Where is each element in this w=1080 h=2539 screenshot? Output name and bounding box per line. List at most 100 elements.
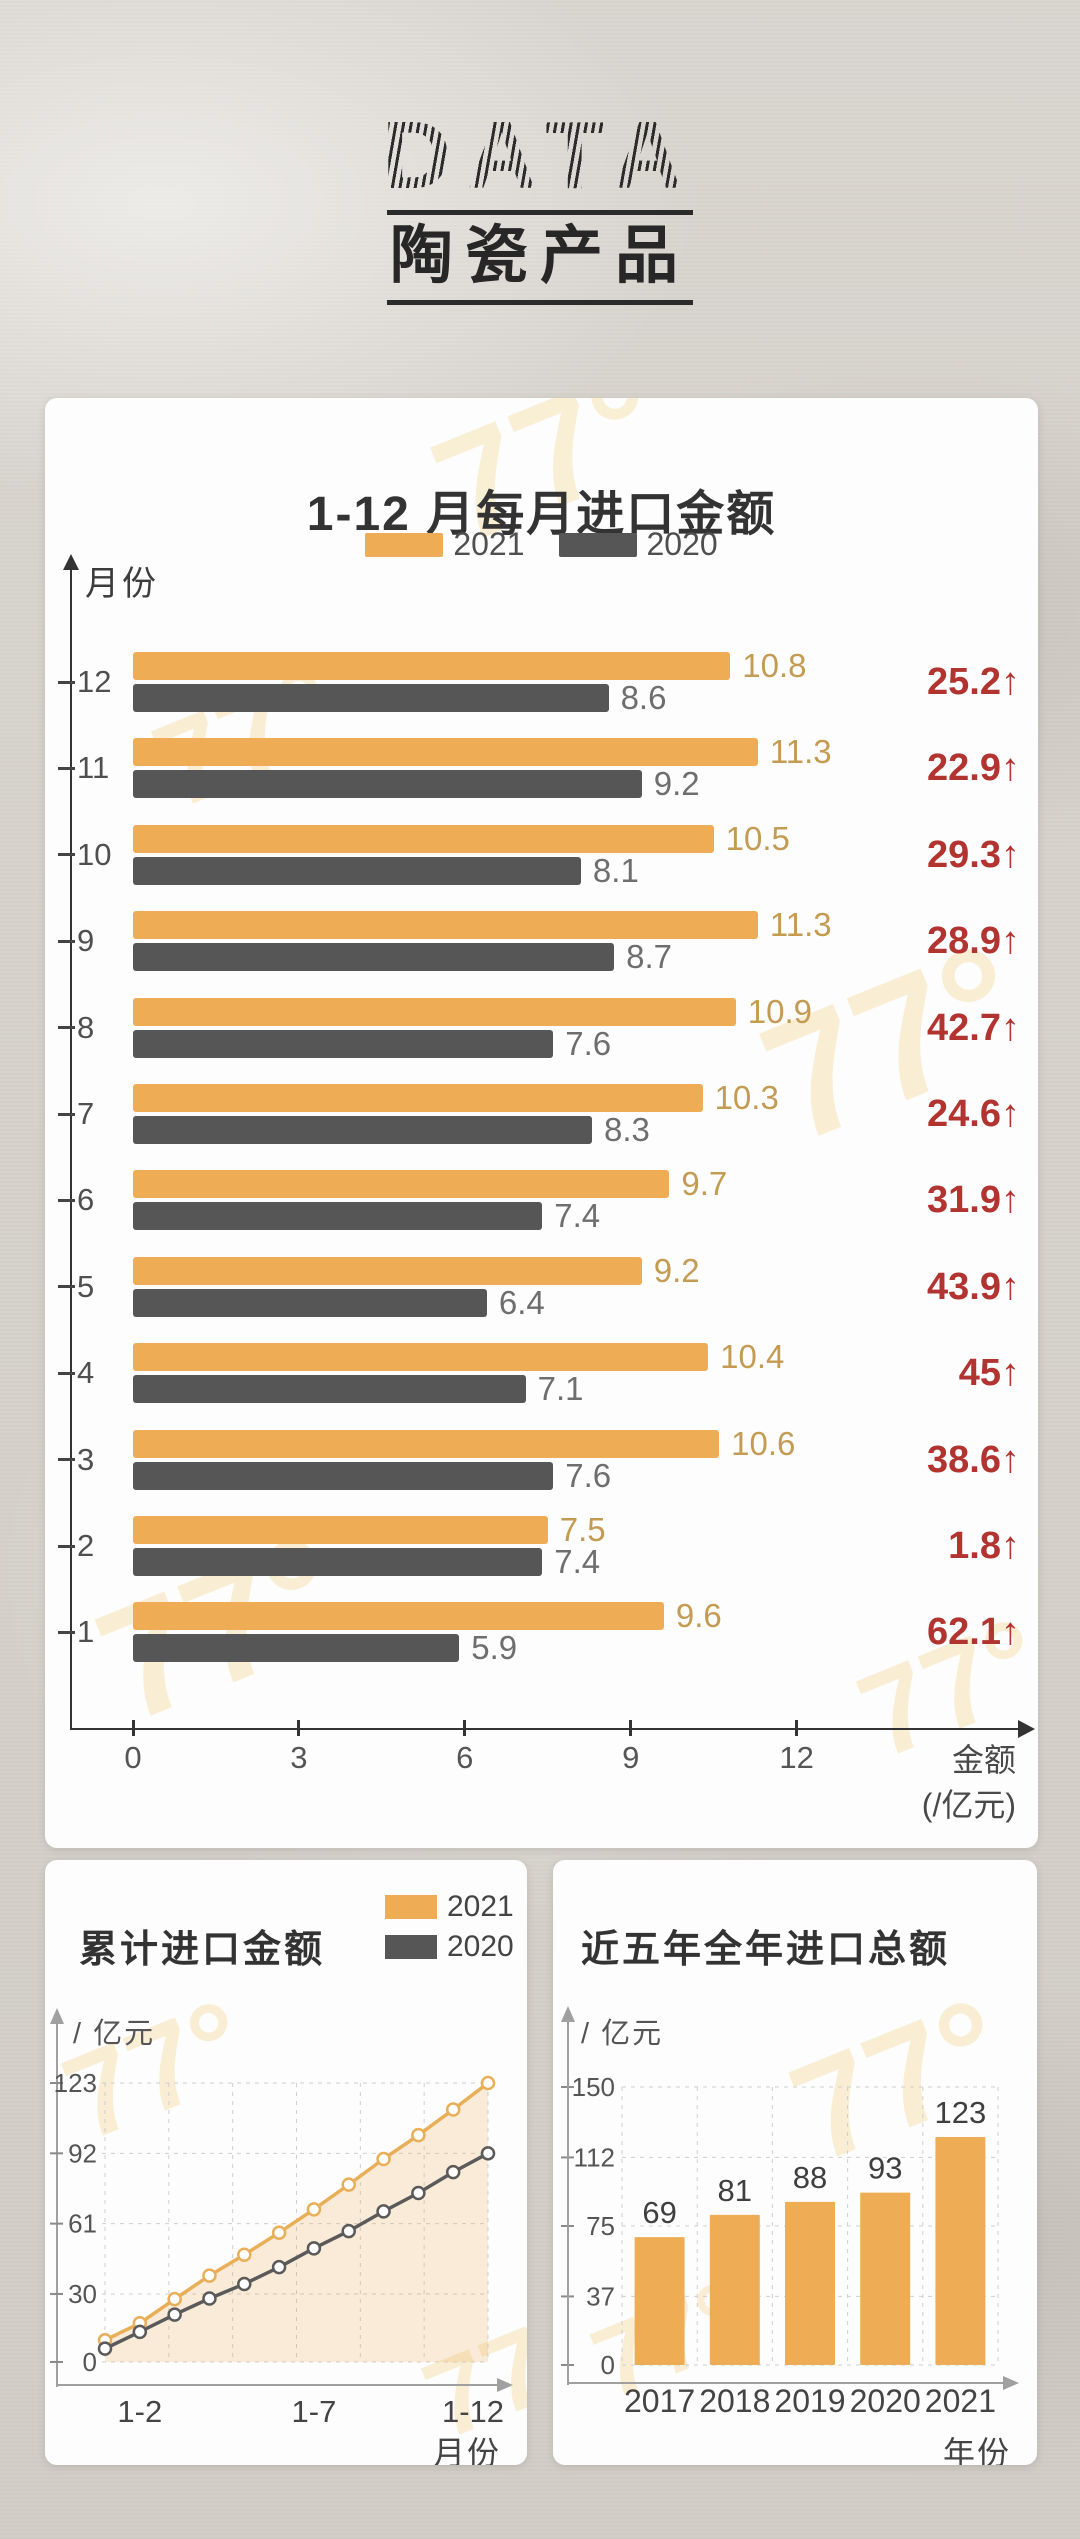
month-tick — [58, 680, 75, 684]
bar-2020-month-8 — [133, 1029, 554, 1058]
marker-2021 — [306, 2202, 322, 2217]
bar-2020-month-4 — [133, 1375, 526, 1404]
bar-value-2021: 9.2 — [653, 1251, 700, 1289]
monthly-chart-title: 1-12 月每月进口金额 — [306, 488, 777, 542]
y-tick-label: 0 — [601, 2350, 615, 2380]
bar-value-2021: 9.7 — [681, 1165, 728, 1203]
growth-badge: 24.6↑ — [927, 1093, 1020, 1135]
x-axis-tick-label: 12 — [779, 1740, 814, 1775]
growth-badge: 31.9↑ — [927, 1179, 1020, 1222]
legend-label-2020: 2020 — [646, 526, 718, 562]
bar-2020-month-12 — [133, 684, 609, 712]
month-axis-label: 2 — [77, 1528, 95, 1563]
bar-value-2021: 10.8 — [742, 647, 807, 684]
header: DATA 陶瓷产品 — [0, 108, 1080, 315]
x-tick-label: 2017 — [624, 2383, 695, 2419]
y-tick-label: 37 — [586, 2281, 615, 2311]
x-axis-unit-line1: 金额 — [951, 1742, 1016, 1778]
bar-value-2020: 9.2 — [653, 765, 700, 803]
bar-value-2021: 10.3 — [714, 1079, 779, 1116]
monthly-bars-plot: 12 10.8 8.6 25.2↑ 11 11.3 9.2 22.9↑ 10 10.5 8.1 29.… — [45, 398, 1038, 1848]
divider-bottom — [387, 300, 693, 305]
yearly-import-chart-card: 77°77° 037751121506920178120188820199320… — [553, 1860, 1037, 2465]
marker-2021 — [411, 2127, 426, 2143]
marker-2021 — [376, 2151, 391, 2167]
x-axis-tick-label: 6 — [456, 1740, 474, 1775]
bar-value-label: 88 — [793, 2160, 827, 2195]
x-axis-tick — [795, 1720, 799, 1736]
y-axis-arrow-icon — [561, 2006, 575, 2022]
month-axis-label: 7 — [77, 1096, 95, 1131]
x-axis-arrow-icon — [1003, 2376, 1019, 2390]
month-tick — [58, 1198, 75, 1202]
legend-swatch-2020 — [385, 1935, 437, 1959]
y-axis-arrow-icon — [63, 554, 79, 570]
bar-value-2021: 7.5 — [559, 1511, 606, 1548]
x-axis-tick — [463, 1720, 467, 1736]
month-axis-label: 9 — [77, 923, 95, 959]
bar-value-2020: 7.4 — [554, 1543, 601, 1580]
marker-2021 — [271, 2225, 287, 2240]
marker-2020 — [341, 2223, 356, 2239]
x-tick-label: 2021 — [925, 2383, 996, 2419]
bar-value-2021: 10.4 — [720, 1338, 785, 1376]
marker-2020 — [376, 2204, 391, 2219]
year-bar-2018 — [709, 2214, 760, 2365]
marker-2020 — [271, 2259, 287, 2275]
month-axis-label: 6 — [77, 1182, 95, 1218]
month-tick — [58, 939, 75, 943]
marker-2020 — [167, 2307, 182, 2322]
year-bar-2017 — [634, 2237, 685, 2365]
bar-value-2020: 7.1 — [537, 1370, 584, 1408]
marker-2020 — [480, 2146, 496, 2161]
bar-2021-month-7 — [133, 1084, 703, 1112]
yearly-chart-title: 近五年全年进口总额 — [581, 1928, 951, 1971]
bar-2020-month-10 — [133, 856, 581, 885]
bar-2020-month-1 — [133, 1634, 460, 1663]
growth-badge: 45↑ — [958, 1352, 1020, 1395]
month-tick — [58, 1285, 75, 1289]
growth-badge: 42.7↑ — [927, 1006, 1020, 1049]
growth-badge: 62.1↑ — [927, 1611, 1020, 1654]
x-axis-tick-label: 9 — [622, 1740, 640, 1775]
marker-2021 — [480, 2075, 496, 2091]
month-tick — [58, 853, 75, 857]
bar-2021-month-10 — [133, 824, 714, 853]
year-bar-2021 — [935, 2137, 986, 2365]
bar-value-2020: 5.9 — [471, 1629, 518, 1667]
y-tick-label: 112 — [574, 2142, 615, 2172]
y-axis-unit-label: / 亿元 — [581, 2018, 664, 2050]
y-tick-label: 92 — [68, 2138, 97, 2168]
bar-value-2020: 8.7 — [626, 938, 672, 976]
bar-2021-month-2 — [133, 1516, 548, 1544]
y-axis-line — [70, 570, 72, 1728]
x-tick-label: 1-2 — [117, 2394, 162, 2429]
bar-2021-month-12 — [133, 652, 731, 680]
bar-value-2021: 10.6 — [731, 1424, 796, 1462]
month-axis-label: 1 — [77, 1614, 95, 1650]
x-tick-label: 2020 — [850, 2383, 921, 2419]
bar-value-2020: 8.3 — [603, 1111, 650, 1148]
bar-2021-month-6 — [133, 1170, 670, 1199]
year-bar-2019 — [785, 2201, 835, 2365]
x-axis-arrow-icon — [1018, 1720, 1035, 1738]
bar-2020-month-5 — [133, 1288, 487, 1317]
month-axis-label: 3 — [77, 1441, 95, 1477]
x-tick-label: 2018 — [699, 2383, 770, 2419]
x-axis-label: 年份 — [942, 2435, 1011, 2465]
legend-swatch-2020 — [558, 532, 637, 557]
x-axis-tick-label: 0 — [124, 1740, 142, 1775]
y-axis-arrow-icon — [50, 2008, 64, 2024]
x-axis-unit-line2: (/亿元) — [921, 1787, 1016, 1823]
x-axis-tick — [297, 1720, 301, 1736]
bar-2020-month-3 — [133, 1461, 554, 1490]
month-axis-label: 10 — [77, 836, 112, 872]
year-bar-2020 — [860, 2192, 911, 2365]
bar-value-label: 93 — [868, 2151, 902, 2186]
y-tick-label: 150 — [572, 2072, 615, 2102]
cumulative-chart-title: 累计进口金额 — [79, 1928, 326, 1971]
x-axis-tick — [629, 1720, 633, 1736]
bar-value-2021: 11.3 — [769, 906, 832, 944]
x-axis-label: 月份 — [432, 2435, 501, 2465]
y-axis-label: 月份 — [85, 565, 159, 603]
